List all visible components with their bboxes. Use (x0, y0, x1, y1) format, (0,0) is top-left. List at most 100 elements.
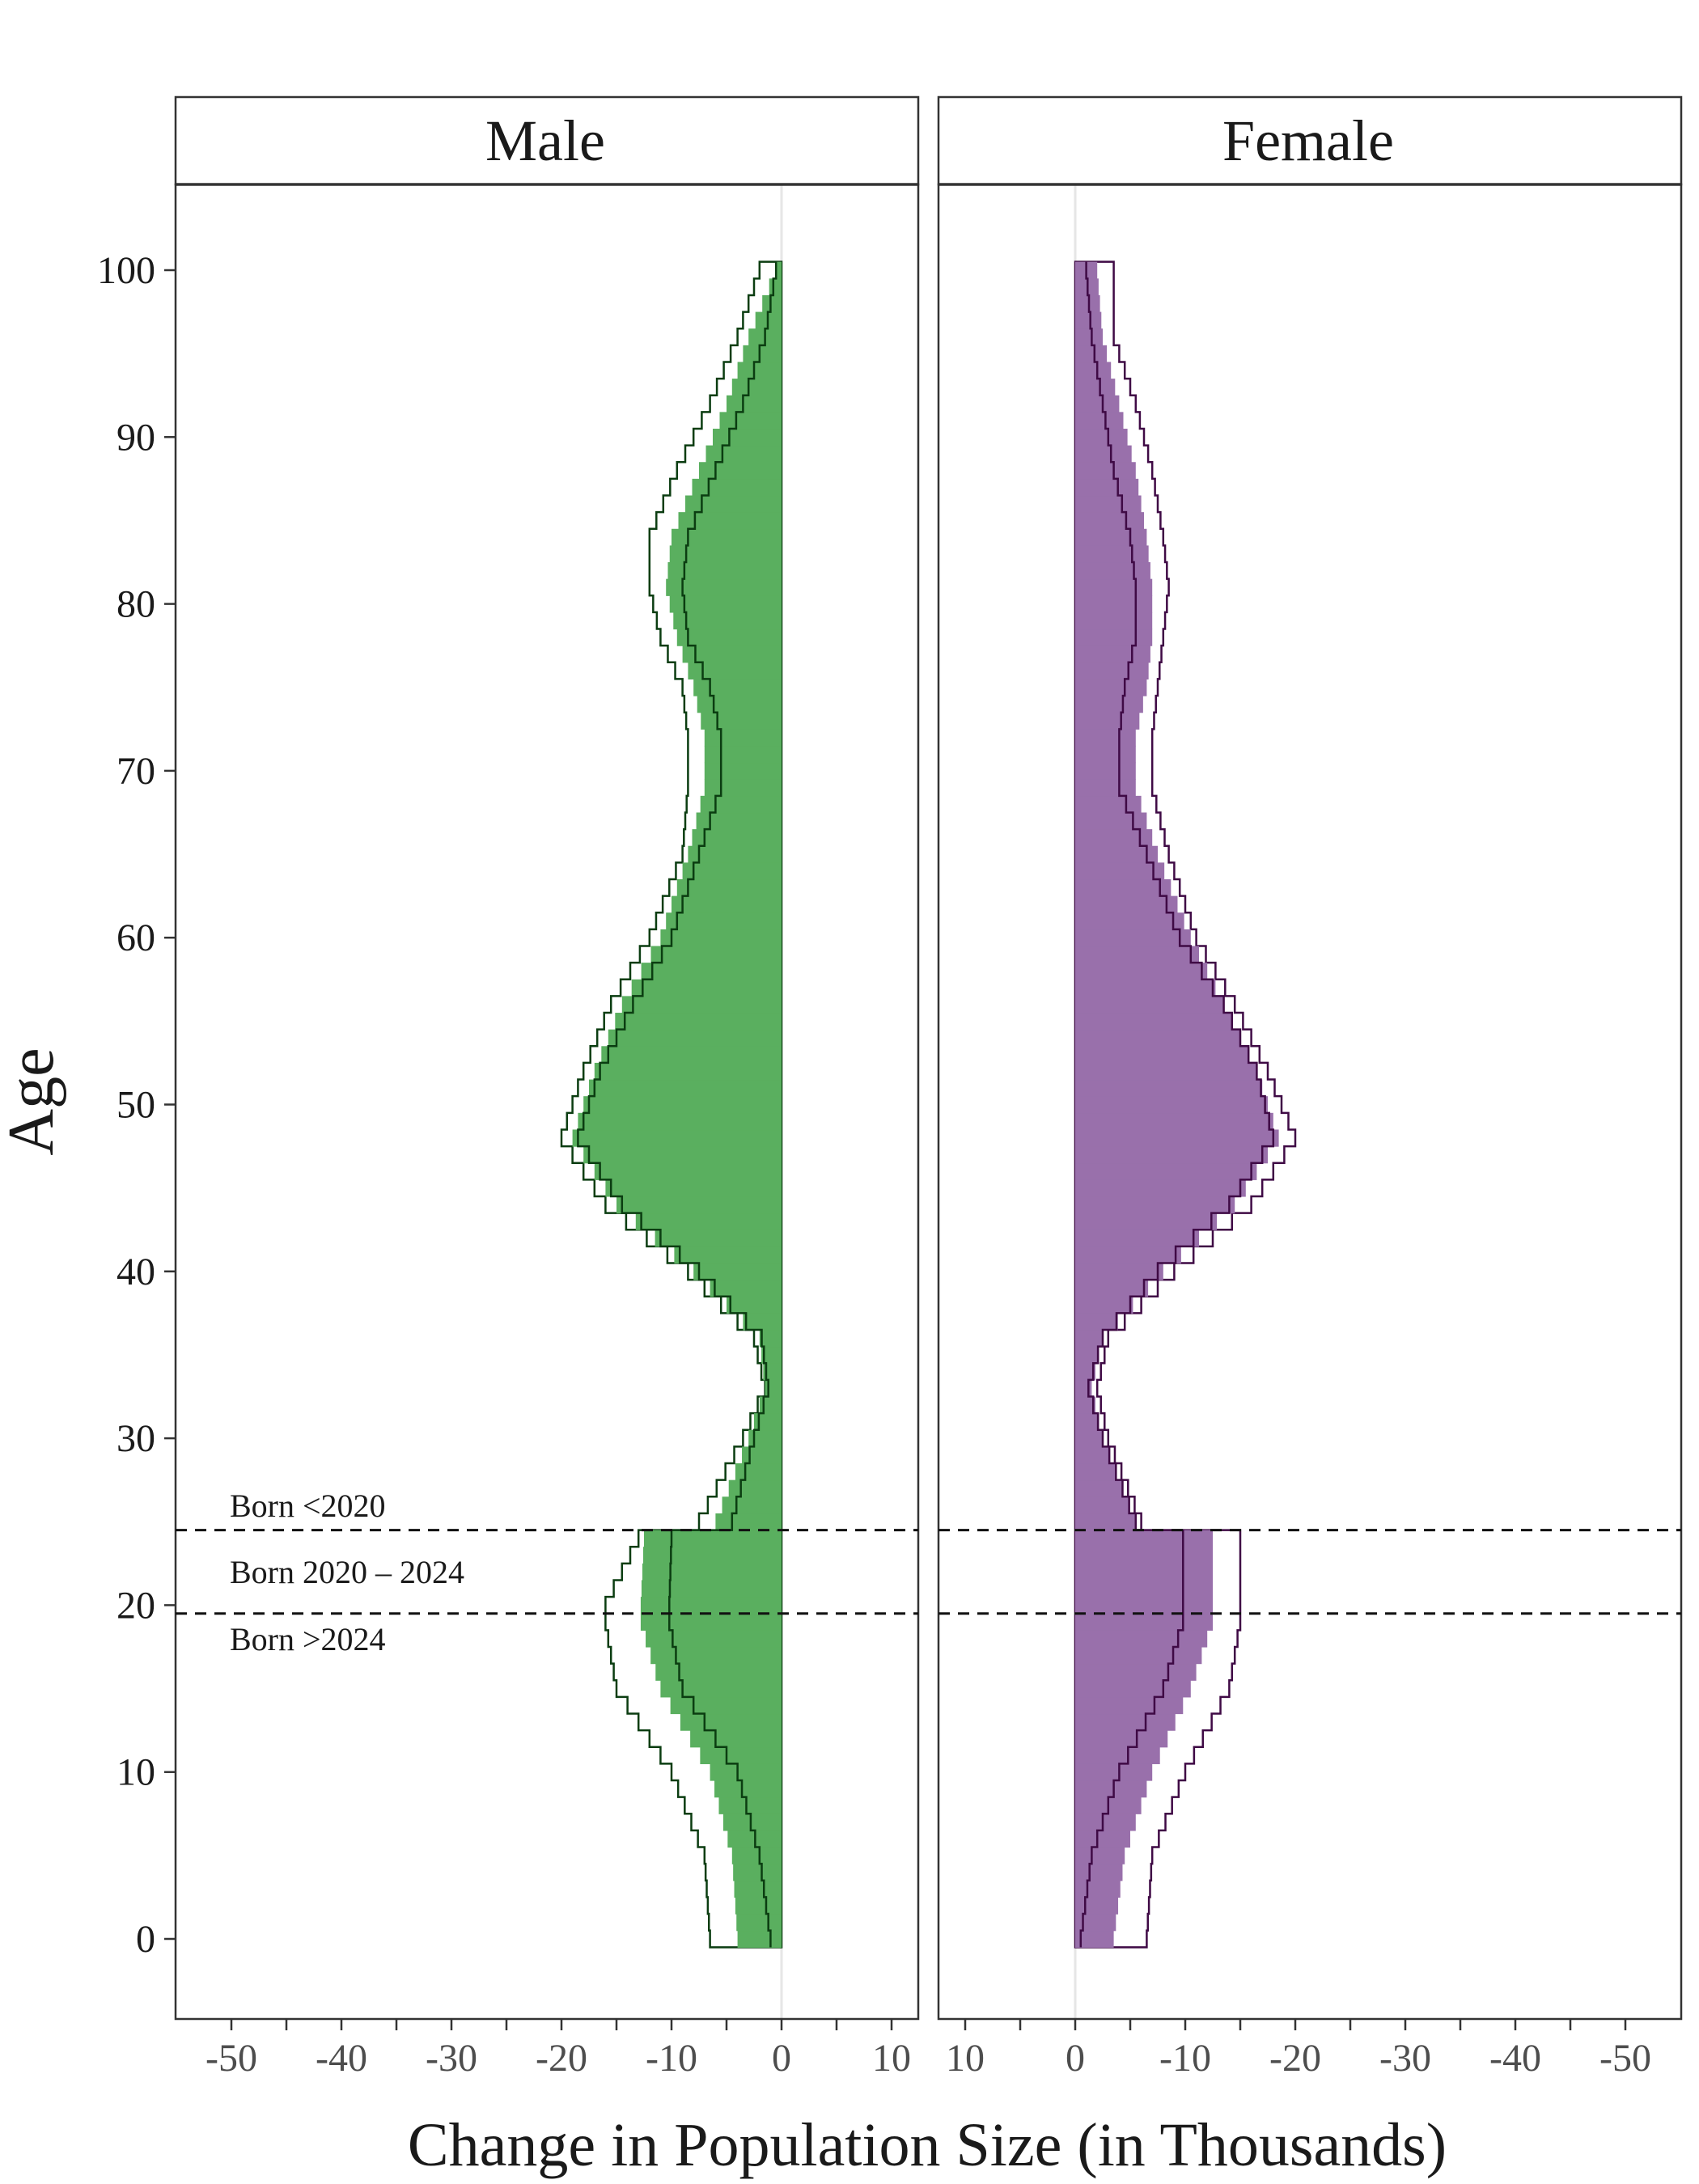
female-bar (1075, 895, 1178, 913)
male-bar (688, 662, 782, 680)
female-bar (1075, 1146, 1268, 1164)
male-bar (608, 1029, 782, 1047)
cohort-overlay (176, 1529, 1681, 1615)
male-bar (731, 379, 782, 396)
female-bar (1075, 428, 1128, 447)
male-bar (685, 495, 782, 513)
female-bar (1075, 462, 1136, 480)
female-bar (1075, 1246, 1181, 1264)
male-bar (719, 412, 782, 430)
male-bar (572, 1129, 782, 1147)
female-bar (1075, 1830, 1130, 1848)
male-bar (601, 1046, 782, 1064)
female-bar (1075, 629, 1153, 646)
female-bar (1075, 1363, 1095, 1381)
x-axis-title: Change in Population Size (in Thousands) (408, 2111, 1447, 2179)
y-tick-label: 40 (117, 1251, 155, 1293)
female-bar (1075, 1763, 1153, 1781)
female-bar (1075, 395, 1120, 413)
female-bar (1075, 862, 1165, 880)
female-bar (1075, 1696, 1184, 1715)
male-bar (763, 1363, 782, 1381)
male-bar (727, 395, 782, 413)
female-bar (1075, 1897, 1119, 1915)
female-bar (1075, 1179, 1246, 1197)
female-x-tick-label: -50 (1599, 2037, 1651, 2080)
male-bar (737, 1930, 782, 1948)
female-bar (1075, 1730, 1168, 1748)
female-bar (1075, 545, 1149, 563)
female-bar (1075, 379, 1116, 396)
male-bar (743, 1313, 782, 1331)
male-bar (672, 895, 782, 913)
male-strip-label: Male (485, 108, 605, 173)
male-bar (589, 1079, 782, 1097)
male-bar (700, 1746, 782, 1764)
male-bar (660, 1680, 782, 1698)
male-bar (583, 1096, 782, 1114)
y-axis: 0 10 20 30 40 50 60 70 80 90 100 (97, 249, 176, 1961)
male-bar (615, 1013, 782, 1031)
male-bar (704, 745, 782, 764)
female-bar (1075, 445, 1132, 463)
female-bar (1075, 528, 1147, 546)
male-x-tick-label: -20 (536, 2037, 587, 2080)
male-bar (696, 812, 782, 830)
cohort-label-before-2020: Born <2020 (230, 1488, 386, 1524)
female-bar (1075, 1013, 1232, 1031)
male-bar (583, 1146, 782, 1164)
female-bar (1075, 345, 1108, 363)
female-bar (1075, 762, 1136, 780)
male-bar (701, 712, 782, 730)
female-step-line (1079, 261, 1275, 1948)
female-bar (1075, 729, 1136, 747)
male-bar (776, 261, 782, 279)
female-bar (1075, 412, 1124, 430)
female-bar (1075, 1914, 1116, 1932)
male-bar (769, 278, 782, 296)
male-x-tick-label: -30 (426, 2037, 477, 2080)
male-plot-area (176, 184, 918, 2019)
male-bar (710, 1763, 782, 1781)
male-bar (642, 1547, 782, 1564)
female-bar (1075, 328, 1103, 346)
male-bar (727, 1296, 782, 1314)
male-bar (669, 545, 782, 563)
female-bar (1075, 1112, 1273, 1131)
female-bar (1075, 294, 1100, 313)
male-bar (704, 762, 782, 780)
male-bar (743, 345, 782, 363)
male-bar (674, 1246, 782, 1264)
female-bar (1075, 1814, 1136, 1831)
female-bar (1075, 1580, 1213, 1598)
male-bar (635, 1213, 782, 1230)
female-bar (1075, 1646, 1202, 1665)
male-bar (666, 912, 782, 930)
male-bar (670, 1696, 782, 1715)
male-bar (759, 1396, 782, 1414)
male-bar (621, 996, 782, 1014)
female-x-tick-label: -10 (1159, 2037, 1211, 2080)
male-bar (631, 979, 782, 997)
female-bar (1075, 1230, 1199, 1247)
y-tick-label: 80 (117, 583, 155, 626)
male-bar (735, 1897, 782, 1915)
male-bar (742, 1446, 782, 1464)
female-bar (1075, 1413, 1099, 1431)
y-tick-label: 100 (97, 249, 155, 292)
male-bar (669, 595, 782, 613)
female-bar (1075, 1864, 1123, 1881)
y-tick-label: 20 (117, 1584, 155, 1627)
female-panel: 10 0 -10 -20 -30 -40 -50 (937, 95, 1683, 2080)
female-x-tick-label: 0 (1066, 2037, 1085, 2080)
female-bar (1075, 1930, 1114, 1948)
female-bar (1075, 1463, 1116, 1481)
male-bar (692, 478, 782, 497)
male-strip (174, 95, 920, 186)
female-bar (1075, 1162, 1257, 1180)
male-bar (728, 1479, 782, 1497)
female-bar (1075, 1196, 1235, 1214)
female-bar (1075, 1680, 1191, 1698)
female-bar (1075, 1346, 1099, 1364)
male-x-tick-label: -50 (205, 2037, 257, 2080)
